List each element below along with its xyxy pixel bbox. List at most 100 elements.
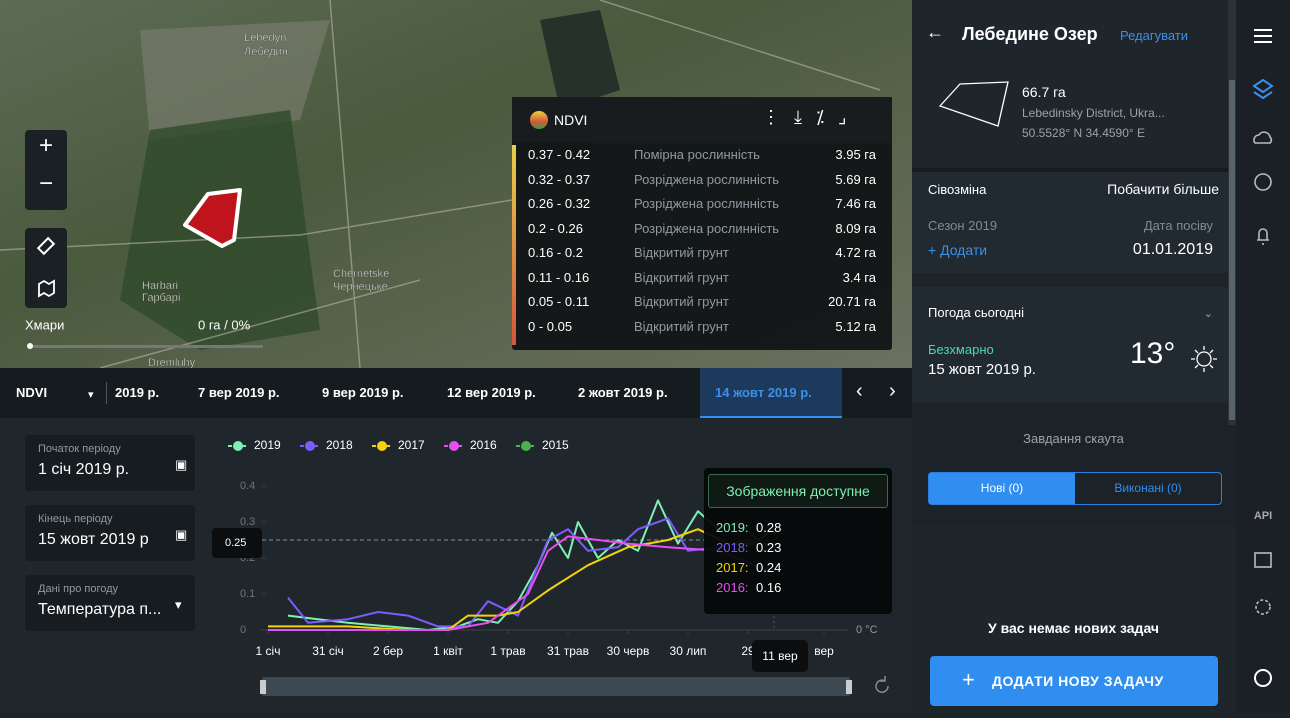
plus-icon: + xyxy=(962,667,975,692)
filter-field[interactable]: Початок періоду 1 січ 2019 р. ▣ xyxy=(25,435,195,491)
x-tick-label: 1 січ xyxy=(256,644,281,658)
tool-icons[interactable] xyxy=(25,228,67,308)
town-area xyxy=(140,20,330,140)
add-task-button[interactable]: + ДОДАТИ НОВУ ЗАДАЧУ xyxy=(930,656,1218,706)
weather-section: Погода сьогодні ⌄ Безхмарно 15 жовт 2019… xyxy=(912,287,1235,402)
clouds-slider[interactable] xyxy=(28,345,263,348)
no-tasks: У вас немає нових задач xyxy=(987,620,1160,636)
sidebar-icons[interactable] xyxy=(1236,0,1290,713)
rotation-section: Сівозміна Побачити більше Сезон 2019 Дат… xyxy=(912,168,1235,273)
legend-area: 5.69 га xyxy=(835,171,876,187)
zoom-in[interactable]: + xyxy=(38,132,53,159)
legend-area: 4.72 га xyxy=(835,245,876,260)
range-handle[interactable] xyxy=(260,680,266,694)
scrollbar[interactable] xyxy=(1228,0,1236,425)
tab-new[interactable]: Нові (0) xyxy=(929,473,1075,504)
legend-area: 3.4 га xyxy=(842,269,876,285)
tooltip-year: 2016: xyxy=(716,580,749,595)
timeline-date[interactable]: 9 вер 2019 р. xyxy=(322,385,404,400)
legend-ramp xyxy=(512,145,516,345)
back-button[interactable]: ← xyxy=(926,22,944,42)
map-label: Чернецьке xyxy=(333,281,388,293)
scout-title: Завдання скаута xyxy=(1023,431,1124,446)
clouds-value: 0 га / 0% xyxy=(198,317,251,332)
series-line xyxy=(268,535,775,631)
legend-range: 0.05 - 0.11 xyxy=(528,294,590,309)
filter-value: Температура п... xyxy=(38,601,162,618)
range-slider[interactable] xyxy=(262,677,850,696)
date-separator xyxy=(106,382,107,404)
lake xyxy=(540,10,620,110)
y-tick-label: 0.1 xyxy=(240,588,255,600)
map-label: Лебедин xyxy=(244,46,288,58)
x-tick-label: вер xyxy=(814,644,834,658)
prev-date[interactable]: ‹ xyxy=(856,380,863,402)
map-label: Lebedyn xyxy=(244,32,286,44)
series-line xyxy=(287,517,775,628)
x-tick-label: 31 січ xyxy=(312,644,344,658)
legend-class: Відкритий грунт xyxy=(634,294,729,309)
chart-tooltip: Зображення доступне 2019: 0.28 2018: 0.23 20… xyxy=(704,468,892,614)
field-polygon[interactable] xyxy=(183,188,242,248)
legend-range: 0.26 - 0.32 xyxy=(528,196,591,211)
range-handle[interactable] xyxy=(846,680,852,694)
x-tick-label: 30 лип xyxy=(670,644,707,658)
next-date[interactable]: › xyxy=(889,380,896,402)
sowing-label: Дата посіву xyxy=(1143,218,1213,233)
y2-axis-label: 0 °C xyxy=(856,624,878,636)
tooltip-year: 2017: xyxy=(716,560,749,575)
legend-class: Відкритий грунт xyxy=(634,318,729,334)
legend-header xyxy=(512,97,892,143)
timeline-date[interactable]: 2019 р. xyxy=(115,385,160,400)
x-tick-label: 31 трав xyxy=(547,644,589,658)
filter-value: 1 січ 2019 р. xyxy=(38,461,130,478)
legend-range: 0.37 - 0.42 xyxy=(528,147,591,162)
legend-class: Розріджена рослинність xyxy=(634,196,780,211)
rotation-more[interactable]: Побачити більше xyxy=(1107,181,1219,197)
legend-area: 3.95 га xyxy=(835,147,876,162)
edit-link[interactable]: Редагувати xyxy=(1120,28,1189,43)
layer-caret[interactable]: ▾ xyxy=(88,389,94,401)
legend-dot xyxy=(305,441,315,451)
field-header: ← Лебедине Озер Редагувати 66.7 га Lebed… xyxy=(912,0,1235,168)
legend-range: 0.2 - 0.26 xyxy=(528,220,583,236)
y-tick-label: 0 xyxy=(240,624,246,636)
legend-area: 8.09 га xyxy=(835,220,876,236)
add-crop[interactable]: + Додати xyxy=(928,242,988,258)
ndvi-icon xyxy=(530,111,548,129)
legend-title: NDVI xyxy=(554,112,588,128)
layer-select[interactable]: NDVI xyxy=(16,385,48,400)
reset-icon[interactable] xyxy=(875,676,889,693)
weather-temp: 13° xyxy=(1130,337,1176,370)
timeline-date[interactable]: 2 жовт 2019 р. xyxy=(578,385,668,400)
y-tick-label: 0.3 xyxy=(240,516,255,528)
sowing-date: 01.01.2019 xyxy=(1132,241,1213,258)
legend-class: Відкритий грунт xyxy=(634,245,729,260)
map-label: Harbari xyxy=(142,280,178,292)
timeline-date[interactable]: 12 вер 2019 р. xyxy=(447,385,536,400)
timeline-date[interactable]: 7 вер 2019 р. xyxy=(198,385,280,400)
legend-actions[interactable]: ⋮⤓⁒⌟ xyxy=(762,107,861,127)
selected-date-bg xyxy=(700,368,842,418)
tooltip-year: 2018: xyxy=(716,540,749,555)
timeline-date[interactable]: 14 жовт 2019 р. xyxy=(715,385,812,400)
tooltip-value: 0.24 xyxy=(756,560,782,575)
tooltip-title: Зображення доступне xyxy=(708,474,888,508)
hover-date: 11 вер xyxy=(752,640,808,672)
filter-field[interactable]: Кінець періоду 15 жовт 2019 р ▣ xyxy=(25,505,195,561)
clouds-handle[interactable] xyxy=(27,343,33,349)
legend-area: 7.46 га xyxy=(835,196,876,211)
tooltip-value: 0.28 xyxy=(756,520,782,535)
filter-field[interactable]: Дані про погоду Температура п... ▾ xyxy=(25,575,195,631)
tab-done[interactable]: Виконані (0) xyxy=(1114,481,1182,495)
zoom-out[interactable]: − xyxy=(38,170,53,197)
weather-toggle[interactable]: ⌄ xyxy=(1203,308,1213,320)
legend-class: Відкритий грунт xyxy=(634,269,729,285)
field-title: Лебедине Озер xyxy=(962,24,1098,44)
legend-dot xyxy=(233,441,243,451)
weather-condition: Безхмарно xyxy=(928,342,994,357)
legend-label: 2016 xyxy=(470,438,497,452)
field-area: 66.7 га xyxy=(1022,84,1066,100)
tasks-section: У вас немає нових задач + ДОДАТИ НОВУ ЗА… xyxy=(912,526,1235,713)
api-label[interactable]: API xyxy=(1253,510,1273,522)
